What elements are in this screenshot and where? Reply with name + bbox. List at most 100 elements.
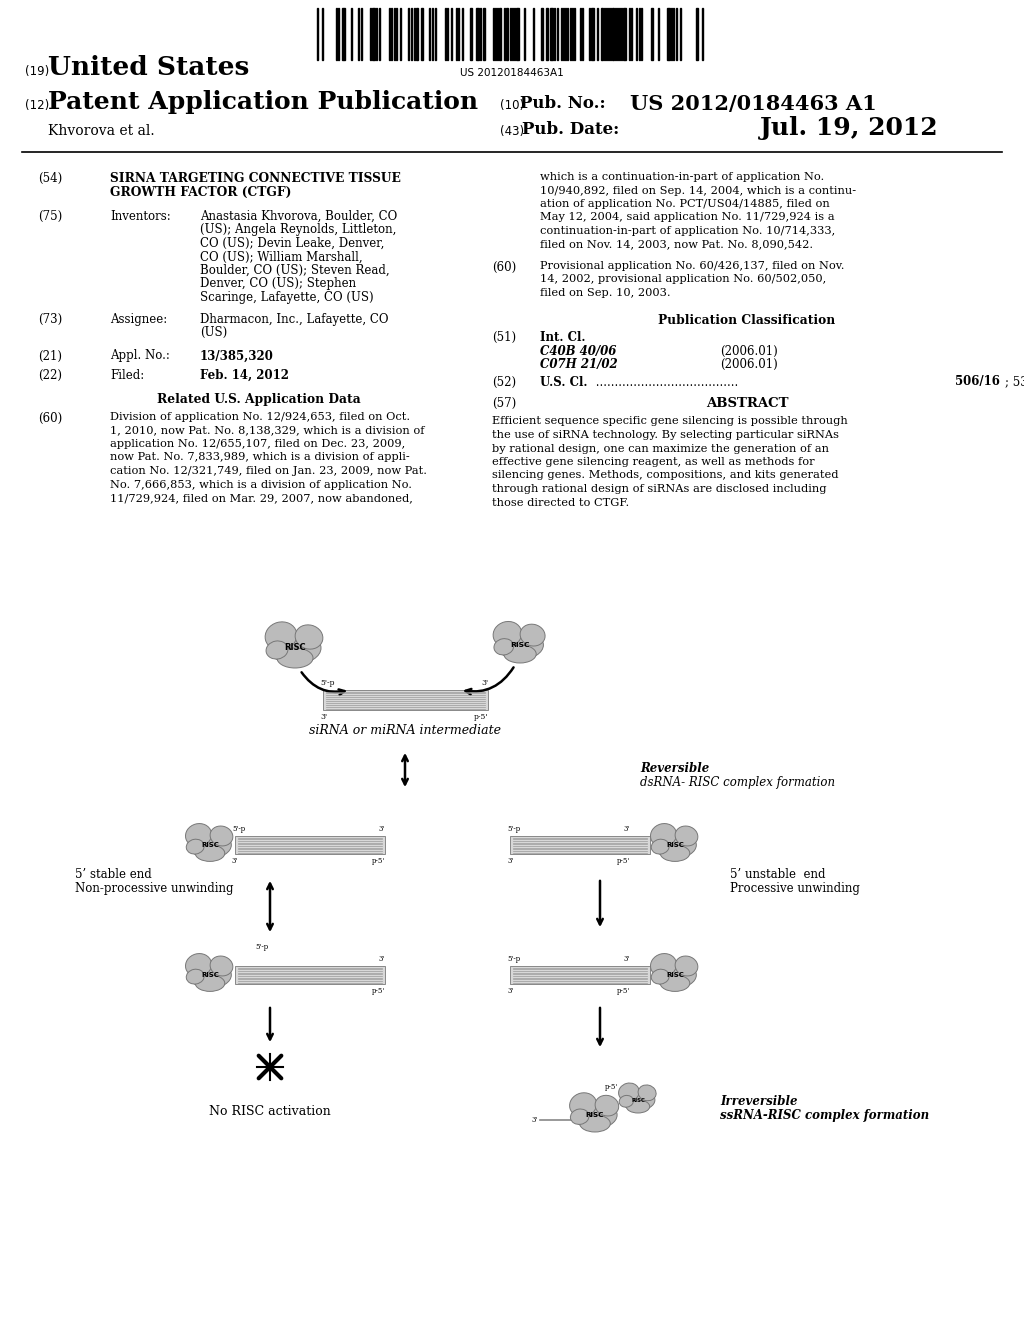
Text: Reversible: Reversible — [640, 762, 710, 775]
Bar — [591, 8, 594, 59]
Text: RISC: RISC — [201, 972, 219, 978]
Text: 11/729,924, filed on Mar. 29, 2007, now abandoned,: 11/729,924, filed on Mar. 29, 2007, now … — [110, 492, 413, 503]
Bar — [546, 8, 548, 59]
Ellipse shape — [618, 1082, 639, 1101]
Ellipse shape — [504, 645, 537, 663]
Text: RISC: RISC — [201, 842, 219, 847]
Ellipse shape — [570, 1109, 589, 1125]
Text: Efficient sequence specific gene silencing is possible through: Efficient sequence specific gene silenci… — [492, 417, 848, 426]
Text: p-5': p-5' — [605, 1082, 618, 1092]
Ellipse shape — [494, 639, 514, 655]
Text: 3': 3' — [319, 713, 327, 721]
Text: Non-processive unwinding: Non-processive unwinding — [75, 882, 233, 895]
Text: 3': 3' — [232, 857, 239, 865]
Text: RISC: RISC — [586, 1111, 604, 1118]
Text: (US): (US) — [200, 326, 227, 339]
Text: (21): (21) — [38, 350, 62, 363]
Bar — [516, 8, 519, 59]
Text: Pub. Date:: Pub. Date: — [522, 121, 620, 139]
Text: ABSTRACT: ABSTRACT — [706, 397, 788, 411]
Ellipse shape — [520, 624, 545, 645]
Text: (51): (51) — [492, 331, 516, 345]
Bar — [510, 836, 650, 854]
Text: CO (US); William Marshall,: CO (US); William Marshall, — [200, 251, 362, 264]
Text: (60): (60) — [38, 412, 62, 425]
Text: p-5': p-5' — [372, 987, 385, 995]
Text: (19): (19) — [25, 65, 49, 78]
Text: US 2012/0184463 A1: US 2012/0184463 A1 — [630, 94, 877, 114]
Text: 5'-p: 5'-p — [255, 942, 268, 950]
Ellipse shape — [210, 956, 232, 975]
Text: Filed:: Filed: — [110, 370, 144, 381]
Text: Dharmacon, Inc., Lafayette, CO: Dharmacon, Inc., Lafayette, CO — [200, 313, 388, 326]
Text: 1, 2010, now Pat. No. 8,138,329, which is a division of: 1, 2010, now Pat. No. 8,138,329, which i… — [110, 425, 425, 436]
Text: No RISC activation: No RISC activation — [209, 1105, 331, 1118]
Bar — [550, 8, 553, 59]
Text: application No. 12/655,107, filed on Dec. 23, 2009,: application No. 12/655,107, filed on Dec… — [110, 440, 406, 449]
Ellipse shape — [651, 969, 670, 985]
Ellipse shape — [650, 824, 677, 846]
Text: Patent Application Publication: Patent Application Publication — [48, 90, 478, 114]
Text: 14, 2002, provisional application No. 60/502,050,: 14, 2002, provisional application No. 60… — [540, 275, 826, 285]
Text: 3': 3' — [481, 678, 488, 686]
Text: May 12, 2004, said application No. 11/729,924 is a: May 12, 2004, said application No. 11/72… — [540, 213, 835, 223]
Bar — [234, 836, 385, 854]
Text: siRNA or miRNA intermediate: siRNA or miRNA intermediate — [309, 723, 501, 737]
Ellipse shape — [196, 845, 224, 862]
Bar — [372, 8, 375, 59]
Text: 3': 3' — [379, 825, 385, 833]
Ellipse shape — [266, 642, 288, 659]
Text: RISC: RISC — [666, 842, 684, 847]
Text: Publication Classification: Publication Classification — [658, 314, 836, 326]
Text: 3': 3' — [531, 1115, 538, 1125]
Text: 13/385,320: 13/385,320 — [200, 350, 273, 363]
Text: Jul. 19, 2012: Jul. 19, 2012 — [760, 116, 939, 140]
Text: which is a continuation-in-part of application No.: which is a continuation-in-part of appli… — [540, 172, 824, 182]
Bar — [541, 8, 543, 59]
Text: US 20120184463A1: US 20120184463A1 — [460, 69, 564, 78]
Text: (22): (22) — [38, 370, 62, 381]
Text: effective gene silencing reagent, as well as methods for: effective gene silencing reagent, as wel… — [492, 457, 815, 467]
Text: (60): (60) — [492, 261, 516, 275]
Text: RISC: RISC — [285, 644, 306, 652]
Text: (12): (12) — [25, 99, 49, 112]
Bar — [470, 8, 472, 59]
Text: Denver, CO (US); Stephen: Denver, CO (US); Stephen — [200, 277, 356, 290]
Text: dsRNA- RISC complex formation: dsRNA- RISC complex formation — [640, 776, 836, 789]
Text: p-5': p-5' — [372, 857, 385, 865]
Bar — [506, 8, 508, 59]
Text: 5'-p: 5'-p — [507, 825, 520, 833]
Bar — [416, 8, 418, 59]
Text: Related U.S. Application Data: Related U.S. Application Data — [157, 392, 360, 405]
Ellipse shape — [651, 840, 670, 854]
Text: 3': 3' — [507, 987, 513, 995]
Text: Feb. 14, 2012: Feb. 14, 2012 — [200, 370, 289, 381]
Text: Inventors:: Inventors: — [110, 210, 171, 223]
Text: by rational design, one can maximize the generation of an: by rational design, one can maximize the… — [492, 444, 829, 454]
Text: 5'-p: 5'-p — [232, 825, 246, 833]
Text: Pub. No.:: Pub. No.: — [520, 95, 605, 112]
Text: RISC: RISC — [631, 1097, 645, 1102]
Text: No. 7,666,853, which is a division of application No.: No. 7,666,853, which is a division of ap… — [110, 479, 412, 490]
Text: U.S. Cl.: U.S. Cl. — [540, 375, 588, 388]
Text: 3': 3' — [507, 857, 513, 865]
Text: continuation-in-part of application No. 10/714,333,: continuation-in-part of application No. … — [540, 226, 836, 236]
Bar — [667, 8, 670, 59]
Ellipse shape — [210, 826, 232, 846]
Bar — [612, 8, 614, 59]
Ellipse shape — [595, 1096, 618, 1115]
Text: (10): (10) — [500, 99, 524, 112]
Text: 10/940,892, filed on Sep. 14, 2004, which is a continu-: 10/940,892, filed on Sep. 14, 2004, whic… — [540, 186, 856, 195]
Text: GROWTH FACTOR (CTGF): GROWTH FACTOR (CTGF) — [110, 186, 292, 198]
Text: ssRNA-RISC complex formation: ssRNA-RISC complex formation — [720, 1109, 929, 1122]
Text: (75): (75) — [38, 210, 62, 223]
Bar — [499, 8, 501, 59]
Text: (73): (73) — [38, 313, 62, 326]
Ellipse shape — [660, 975, 690, 991]
Ellipse shape — [675, 956, 698, 975]
Text: (2006.01): (2006.01) — [720, 345, 778, 358]
Text: ; 536/24.5: ; 536/24.5 — [1005, 375, 1024, 388]
Ellipse shape — [278, 648, 313, 668]
Text: 506/16: 506/16 — [955, 375, 1000, 388]
Ellipse shape — [569, 1093, 597, 1117]
